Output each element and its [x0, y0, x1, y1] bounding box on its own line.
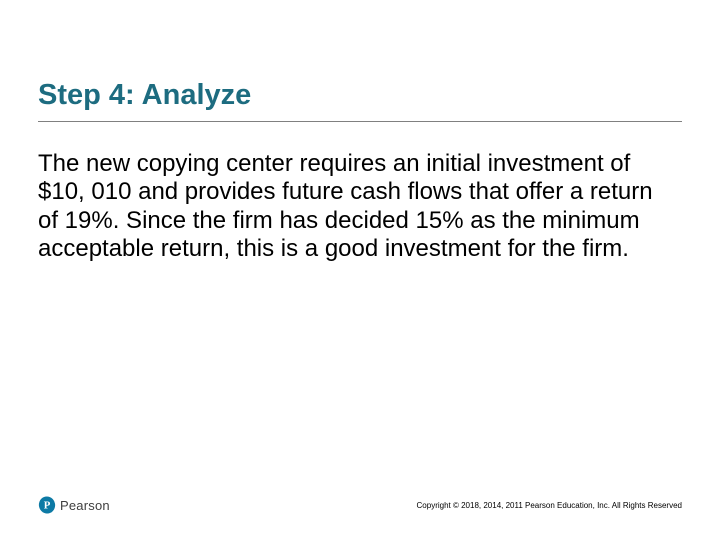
logo-letter: P — [44, 500, 51, 512]
title-underline — [38, 121, 682, 122]
body-block: The new copying center requires an initi… — [38, 150, 660, 263]
publisher-logo: P Pearson — [38, 496, 110, 514]
slide: Step 4: Analyze The new copying center r… — [0, 0, 720, 540]
slide-title: Step 4: Analyze — [38, 78, 682, 119]
copyright-text: Copyright © 2018, 2014, 2011 Pearson Edu… — [417, 501, 682, 510]
publisher-name: Pearson — [60, 498, 110, 513]
slide-body-text: The new copying center requires an initi… — [38, 150, 660, 263]
slide-footer: P Pearson Copyright © 2018, 2014, 2011 P… — [38, 496, 682, 514]
title-block: Step 4: Analyze — [38, 78, 682, 122]
pearson-logo-icon: P — [38, 496, 56, 514]
